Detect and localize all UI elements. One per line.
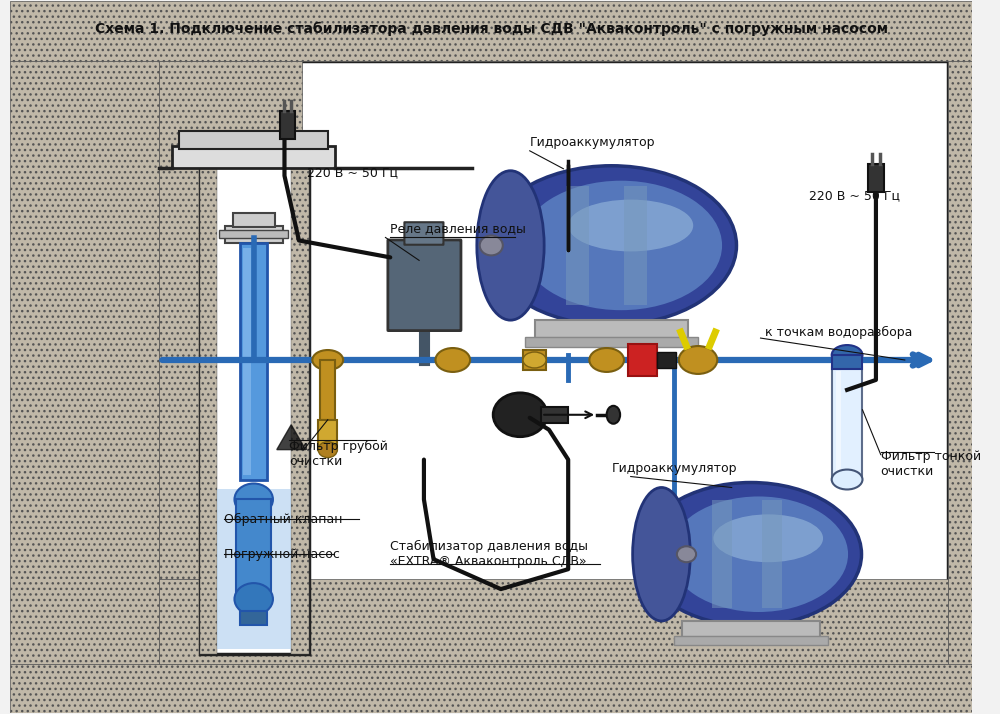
Ellipse shape xyxy=(477,171,544,320)
Ellipse shape xyxy=(435,348,470,372)
Text: к точкам водоразбора: к точкам водоразбора xyxy=(765,326,913,338)
Bar xyxy=(318,420,337,450)
Bar xyxy=(674,636,828,645)
Bar xyxy=(712,501,732,608)
Text: Фильтр тонкой
очистки: Фильтр тонкой очистки xyxy=(881,450,981,478)
Bar xyxy=(159,61,302,579)
Bar xyxy=(291,166,309,654)
Bar xyxy=(320,360,335,420)
Bar xyxy=(200,166,217,654)
Bar xyxy=(240,611,267,625)
Text: Фильтр грубой
очистки: Фильтр грубой очистки xyxy=(289,440,388,468)
Bar xyxy=(948,61,972,664)
Bar xyxy=(172,146,335,168)
Ellipse shape xyxy=(568,200,693,251)
Bar xyxy=(243,248,251,475)
Text: 220 В ~ 50 Гц: 220 В ~ 50 Гц xyxy=(809,189,900,202)
Bar xyxy=(868,164,884,191)
Bar xyxy=(832,367,862,480)
Ellipse shape xyxy=(677,546,696,562)
Ellipse shape xyxy=(640,483,862,626)
Bar xyxy=(535,320,688,338)
Bar xyxy=(291,166,309,654)
Bar xyxy=(179,131,328,149)
Ellipse shape xyxy=(832,470,862,490)
Ellipse shape xyxy=(520,181,722,310)
Bar xyxy=(159,579,948,664)
Bar xyxy=(240,243,267,480)
Bar xyxy=(541,407,568,423)
Bar xyxy=(280,111,295,139)
Bar xyxy=(200,166,217,654)
Ellipse shape xyxy=(679,346,717,374)
Bar xyxy=(682,621,820,637)
Ellipse shape xyxy=(589,348,624,372)
Ellipse shape xyxy=(318,442,337,458)
Ellipse shape xyxy=(607,406,620,423)
Text: Обратный клапан: Обратный клапан xyxy=(224,513,342,526)
Ellipse shape xyxy=(633,488,690,621)
Bar xyxy=(10,61,159,664)
Bar xyxy=(566,186,589,305)
Bar xyxy=(10,664,972,713)
Ellipse shape xyxy=(713,514,823,562)
Ellipse shape xyxy=(523,352,546,368)
Ellipse shape xyxy=(493,393,547,437)
Text: Погружной насос: Погружной насос xyxy=(224,548,340,560)
Ellipse shape xyxy=(312,350,343,370)
Ellipse shape xyxy=(669,496,848,612)
Text: 220 В ~ 50 Гц: 220 В ~ 50 Гц xyxy=(307,166,398,179)
Bar xyxy=(624,186,647,305)
Bar xyxy=(10,1,972,61)
Bar xyxy=(525,337,698,347)
Bar xyxy=(200,166,309,654)
Text: Схема 1. Подключение стабилизатора давления воды СДВ "Акваконтроль" с погружным : Схема 1. Подключение стабилизатора давле… xyxy=(95,22,888,36)
Bar xyxy=(225,226,283,243)
FancyBboxPatch shape xyxy=(388,240,461,331)
Bar xyxy=(219,231,288,238)
Bar xyxy=(217,490,291,649)
Bar xyxy=(832,355,862,369)
Bar xyxy=(419,330,429,360)
Bar xyxy=(657,352,676,368)
Ellipse shape xyxy=(234,583,273,615)
Bar xyxy=(762,501,782,608)
Text: Гидроаккумулятор: Гидроаккумулятор xyxy=(530,136,655,149)
Ellipse shape xyxy=(832,345,862,365)
FancyBboxPatch shape xyxy=(404,222,443,245)
Text: Стабилизатор давления воды
«EXTRA® Акваконтроль СДВ»: Стабилизатор давления воды «EXTRA® Аквак… xyxy=(390,540,588,568)
Ellipse shape xyxy=(234,483,273,516)
Bar xyxy=(628,344,657,376)
Bar xyxy=(523,350,546,370)
Bar xyxy=(236,500,271,599)
Text: Гидроаккумулятор: Гидроаккумулятор xyxy=(611,461,737,475)
Bar xyxy=(159,61,948,664)
Polygon shape xyxy=(277,425,306,450)
Text: Реле давления воды: Реле давления воды xyxy=(390,223,526,236)
Ellipse shape xyxy=(480,236,503,256)
Bar xyxy=(836,371,841,476)
Ellipse shape xyxy=(486,166,736,325)
Bar xyxy=(233,213,275,226)
